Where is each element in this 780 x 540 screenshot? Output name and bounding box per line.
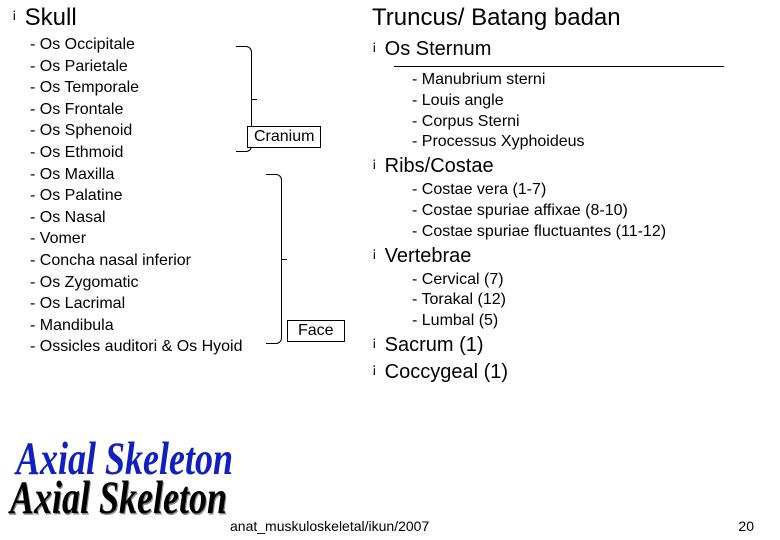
list-item: - Os Lacrimal [30,293,372,315]
truncus-title: Truncus/ Batang badan [372,4,772,32]
list-item: - Concha nasal inferior [30,250,372,272]
list-item: - Cervical (7) [412,270,772,291]
face-label: Face [287,320,345,342]
skull-items: - Os Occipitale - Os Parietale - Os Temp… [12,34,372,358]
slide-footer: anat_muskuloskeletal/ikun/2007 20 [0,518,780,534]
list-item: - Os Palatine [30,185,372,207]
bullet-circle: ¡ [372,243,377,263]
footer-path: anat_muskuloskeletal/ikun/2007 [230,518,429,534]
section-heading: Coccygeal (1) [385,361,508,384]
bracket-face [266,174,282,344]
list-item: - Costae vera (1-7) [412,180,772,201]
bullet-circle: ¡ [372,153,377,173]
section-heading: Os Sternum [385,38,492,61]
list-item: - Os Nasal [30,207,372,229]
list-item: - Vomer [30,228,372,250]
section-heading: Ribs/Costae [385,155,494,178]
divider [394,66,724,67]
wordart-title: Axial Skeleton Axial Skeleton [10,435,227,529]
bullet-circle: ¡ [12,4,17,24]
right-column: Truncus/ Batang badan ¡ Os Sternum - Man… [372,4,772,386]
list-item: - Corpus Sterni [412,112,772,133]
list-item: - Os Temporale [30,77,372,99]
cranium-label: Cranium [247,126,321,148]
bullet-circle: ¡ [372,359,377,379]
list-item: - Os Parietale [30,56,372,78]
list-item: - Os Maxilla [30,164,372,186]
list-item: - Costae spuriae fluctuantes (11-12) [412,222,772,243]
bullet-circle: ¡ [372,36,377,56]
section-heading: Sacrum (1) [385,334,484,357]
list-item: - Os Zygomatic [30,272,372,294]
list-item: - Costae spuriae affixae (8-10) [412,201,772,222]
list-item: - Torakal (12) [412,290,772,311]
skull-title: Skull [25,4,77,32]
list-item: - Processus Xyphoideus [412,132,772,153]
list-item: - Louis angle [412,91,772,112]
section-heading: Vertebrae [385,245,472,268]
list-item: - Os Frontale [30,99,372,121]
slide-number: 20 [738,518,754,534]
left-column: ¡ Skull - Os Occipitale - Os Parietale -… [12,4,372,386]
list-item: - Lumbal (5) [412,311,772,332]
bullet-circle: ¡ [372,332,377,352]
list-item: - Manubrium sterni [412,70,772,91]
list-item: - Os Occipitale [30,34,372,56]
